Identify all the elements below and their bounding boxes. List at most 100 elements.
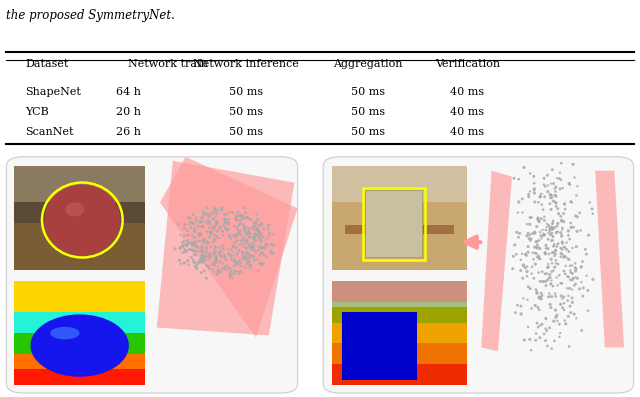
Point	[262, 226, 273, 232]
Point	[211, 254, 221, 260]
Point	[217, 266, 227, 272]
Point	[229, 268, 239, 274]
Point	[255, 261, 265, 267]
Point	[546, 181, 556, 187]
Point	[236, 238, 246, 244]
Point	[210, 249, 220, 255]
Point	[202, 210, 212, 217]
Point	[569, 282, 579, 289]
Point	[179, 260, 189, 266]
Point	[197, 214, 207, 220]
Point	[198, 259, 209, 265]
Point	[198, 223, 208, 229]
Point	[540, 271, 550, 277]
Point	[541, 316, 551, 322]
Point	[531, 288, 541, 294]
Point	[176, 261, 186, 267]
Point	[242, 260, 252, 267]
Point	[228, 263, 239, 269]
Point	[195, 233, 205, 239]
Point	[559, 210, 569, 217]
Point	[556, 254, 566, 260]
Point	[538, 278, 548, 285]
Point	[264, 222, 274, 228]
Point	[545, 301, 556, 308]
Point	[198, 239, 208, 245]
Point	[546, 304, 556, 311]
Point	[224, 265, 234, 271]
Point	[223, 220, 234, 226]
Point	[548, 243, 559, 249]
Point	[548, 220, 558, 226]
Point	[208, 211, 218, 218]
Point	[554, 321, 564, 328]
Point	[208, 239, 218, 245]
Point	[550, 314, 561, 320]
Point	[570, 281, 580, 287]
Point	[588, 211, 598, 217]
Point	[564, 248, 574, 254]
Point	[550, 293, 561, 300]
Point	[566, 220, 576, 226]
FancyBboxPatch shape	[323, 157, 634, 393]
Point	[548, 267, 559, 274]
Point	[197, 248, 207, 254]
Point	[212, 206, 223, 213]
Point	[259, 225, 269, 232]
Point	[193, 244, 203, 251]
Point	[189, 241, 199, 248]
Point	[211, 258, 221, 265]
Point	[516, 303, 526, 309]
Point	[519, 263, 529, 269]
Point	[250, 247, 260, 254]
Point	[245, 230, 255, 237]
Point	[519, 164, 529, 171]
Point	[531, 337, 541, 343]
Point	[204, 239, 214, 246]
Point	[231, 215, 241, 221]
Point	[255, 250, 266, 256]
Bar	[342, 312, 417, 380]
Point	[238, 250, 248, 256]
Point	[552, 318, 563, 324]
Point	[555, 186, 565, 192]
Point	[208, 251, 218, 257]
Polygon shape	[160, 157, 298, 337]
Point	[539, 331, 549, 337]
Point	[518, 262, 529, 268]
Point	[554, 210, 564, 217]
Point	[232, 231, 243, 237]
Point	[204, 266, 214, 272]
Point	[534, 295, 544, 301]
Text: Network inference: Network inference	[193, 59, 300, 69]
Point	[249, 235, 259, 241]
Point	[193, 244, 203, 251]
Point	[532, 290, 543, 296]
Point	[545, 200, 555, 207]
Point	[205, 252, 215, 258]
Point	[193, 261, 203, 267]
Text: 20 h: 20 h	[115, 107, 141, 117]
Point	[212, 271, 222, 278]
Point	[189, 221, 199, 227]
Point	[216, 253, 227, 259]
Point	[541, 282, 551, 289]
Point	[546, 192, 556, 198]
Point	[210, 207, 220, 214]
Point	[233, 209, 243, 216]
Point	[244, 251, 254, 258]
Point	[542, 172, 552, 178]
Point	[199, 256, 209, 263]
Point	[516, 256, 526, 263]
Point	[533, 324, 543, 330]
Point	[542, 270, 552, 277]
Point	[238, 256, 248, 262]
Point	[256, 250, 266, 256]
Point	[214, 251, 225, 257]
Point	[195, 220, 205, 226]
Point	[204, 250, 214, 256]
Point	[244, 229, 254, 235]
Point	[204, 218, 214, 224]
Point	[541, 242, 551, 249]
Text: Verification: Verification	[435, 59, 500, 69]
